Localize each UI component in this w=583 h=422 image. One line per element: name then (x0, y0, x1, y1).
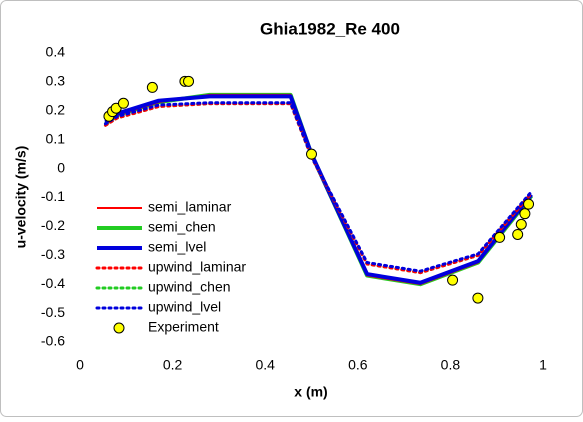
experiment-point (117, 97, 129, 109)
y-tick-label: -0.5 (41, 304, 65, 320)
chart-title: Ghia1982_Re 400 (260, 19, 400, 38)
y-axis-label: u-velocity (m/s) (13, 146, 29, 249)
legend-label: semi_chen (148, 219, 216, 235)
y-tick-label: -0.6 (41, 333, 65, 349)
experiment-point (472, 292, 484, 304)
x-tick-label: 1 (539, 357, 547, 373)
legend-marker (113, 322, 125, 334)
experiment-point (306, 148, 317, 160)
series-line (104, 94, 533, 285)
experiment-point (494, 231, 506, 243)
experiment-point (183, 75, 195, 87)
x-tick-label: 0.2 (163, 357, 183, 373)
x-tick-label: 0.4 (255, 357, 275, 373)
y-tick-label: -0.1 (41, 188, 65, 204)
y-tick-label: -0.3 (41, 246, 65, 262)
legend-label: upwind_lvel (148, 299, 221, 315)
y-tick-label: 0.2 (46, 102, 66, 118)
legend-label: semi_laminar (148, 199, 232, 215)
y-tick-label: 0.4 (46, 44, 66, 60)
x-axis-label: x (m) (294, 384, 327, 400)
experiment-point (146, 81, 158, 93)
experiment-point (447, 274, 459, 286)
series-line (103, 101, 533, 273)
experiment-point (523, 198, 535, 210)
legend-label: upwind_laminar (148, 259, 246, 275)
experiment-point (519, 208, 531, 220)
y-tick-label: -0.4 (41, 275, 65, 291)
y-tick-label: -0.2 (41, 217, 65, 233)
y-tick-label: 0.1 (46, 130, 66, 146)
x-tick-label: 0.8 (441, 357, 461, 373)
experiment-point (512, 228, 524, 240)
y-tick-label: 0 (57, 159, 65, 175)
experiment-point (515, 218, 527, 230)
x-tick-label: 0.6 (348, 357, 368, 373)
legend-label: semi_lvel (148, 239, 206, 255)
x-tick-label: 0 (76, 357, 84, 373)
legend-label: Experiment (148, 319, 219, 335)
legend-label: upwind_chen (148, 279, 231, 295)
y-tick-label: 0.3 (46, 73, 66, 89)
